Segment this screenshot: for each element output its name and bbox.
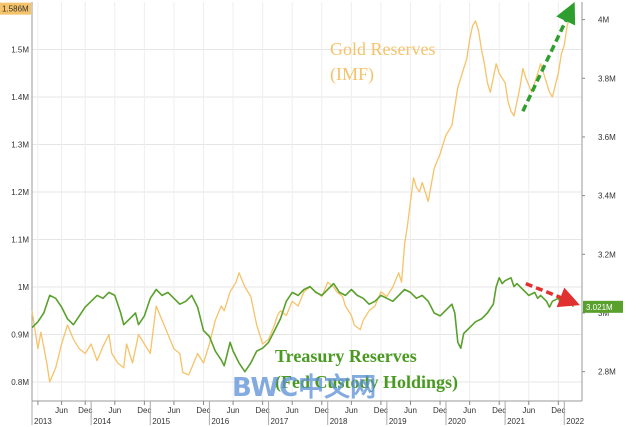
x-tick-label: Jun <box>227 406 240 415</box>
treasury-last-value-box <box>583 300 623 313</box>
y-right-tick-label: 3.6M <box>598 133 616 142</box>
treasury-annotation-line1: Treasury Reserves <box>275 346 417 366</box>
x-year-label: 2017 <box>271 417 289 426</box>
y-left-tick-label: 1.1M <box>11 236 29 245</box>
x-tick-label: Jun <box>522 406 535 415</box>
x-year-label: 2021 <box>507 417 525 426</box>
y-right-tick-label: 2.8M <box>598 368 616 377</box>
x-year-label: 2016 <box>211 417 229 426</box>
x-tick-label: Dec <box>433 406 447 415</box>
x-tick-label: Dec <box>374 406 388 415</box>
x-tick-label: Dec <box>492 406 506 415</box>
x-tick-label: Dec <box>256 406 270 415</box>
y-left-tick-label: 1.4M <box>11 93 29 102</box>
y-left-tick-label: 1.2M <box>11 188 29 197</box>
treasury-last-value-label: 3.021M <box>586 303 613 312</box>
x-tick-label: Dec <box>315 406 329 415</box>
y-left-tick-label: 0.8M <box>11 378 29 387</box>
treasury-reserves-line <box>31 277 574 373</box>
x-tick-label: Dec <box>551 406 565 415</box>
treasury-annotation-line2: (Fed Custody Holdings) <box>275 372 458 393</box>
y-left-tick-label: 1M <box>18 283 29 292</box>
y-right-tick-label: 3.4M <box>598 192 616 201</box>
y-left-tick-label: 1.3M <box>11 141 29 150</box>
x-tick-label: Dec <box>196 406 210 415</box>
x-tick-label: Jun <box>286 406 299 415</box>
y-left-tick-label: 0.9M <box>11 331 29 340</box>
x-year-label: 2020 <box>448 417 466 426</box>
y-left-tick-label: 1.5M <box>11 46 29 55</box>
y-right-tick-label: 4M <box>598 16 609 25</box>
x-tick-label: Jun <box>345 406 358 415</box>
x-year-label: 2018 <box>330 417 348 426</box>
y-right-tick-label: 3.2M <box>598 250 616 259</box>
x-year-label: 2013 <box>34 417 52 426</box>
gold-annotation-line2: (IMF) <box>330 64 374 85</box>
x-year-label: 2014 <box>93 417 111 426</box>
x-tick-label: Jun <box>463 406 476 415</box>
gold-trend-arrow <box>521 2 576 112</box>
x-tick-label: Dec <box>137 406 151 415</box>
x-tick-label: Jun <box>108 406 121 415</box>
x-tick-label: Dec <box>78 406 92 415</box>
y-right-tick-label: 3.8M <box>598 74 616 83</box>
x-tick-label: Jun <box>167 406 180 415</box>
gold-annotation-line1: Gold Reserves <box>330 39 435 59</box>
gold-last-value-label: 1.586M <box>2 5 29 14</box>
gold-reserves-line <box>31 8 574 383</box>
x-year-label: 2019 <box>389 417 407 426</box>
x-year-label: 2015 <box>152 417 170 426</box>
watermark-logo: BWC中文网 <box>232 372 376 403</box>
gold-last-value-box <box>0 2 31 15</box>
x-year-label: 2022 <box>566 417 584 426</box>
x-tick-label: Jun <box>55 406 68 415</box>
y-right-tick-label: 3M <box>598 309 609 318</box>
x-tick-label: Jun <box>404 406 417 415</box>
treasury-trend-arrow <box>525 282 580 308</box>
